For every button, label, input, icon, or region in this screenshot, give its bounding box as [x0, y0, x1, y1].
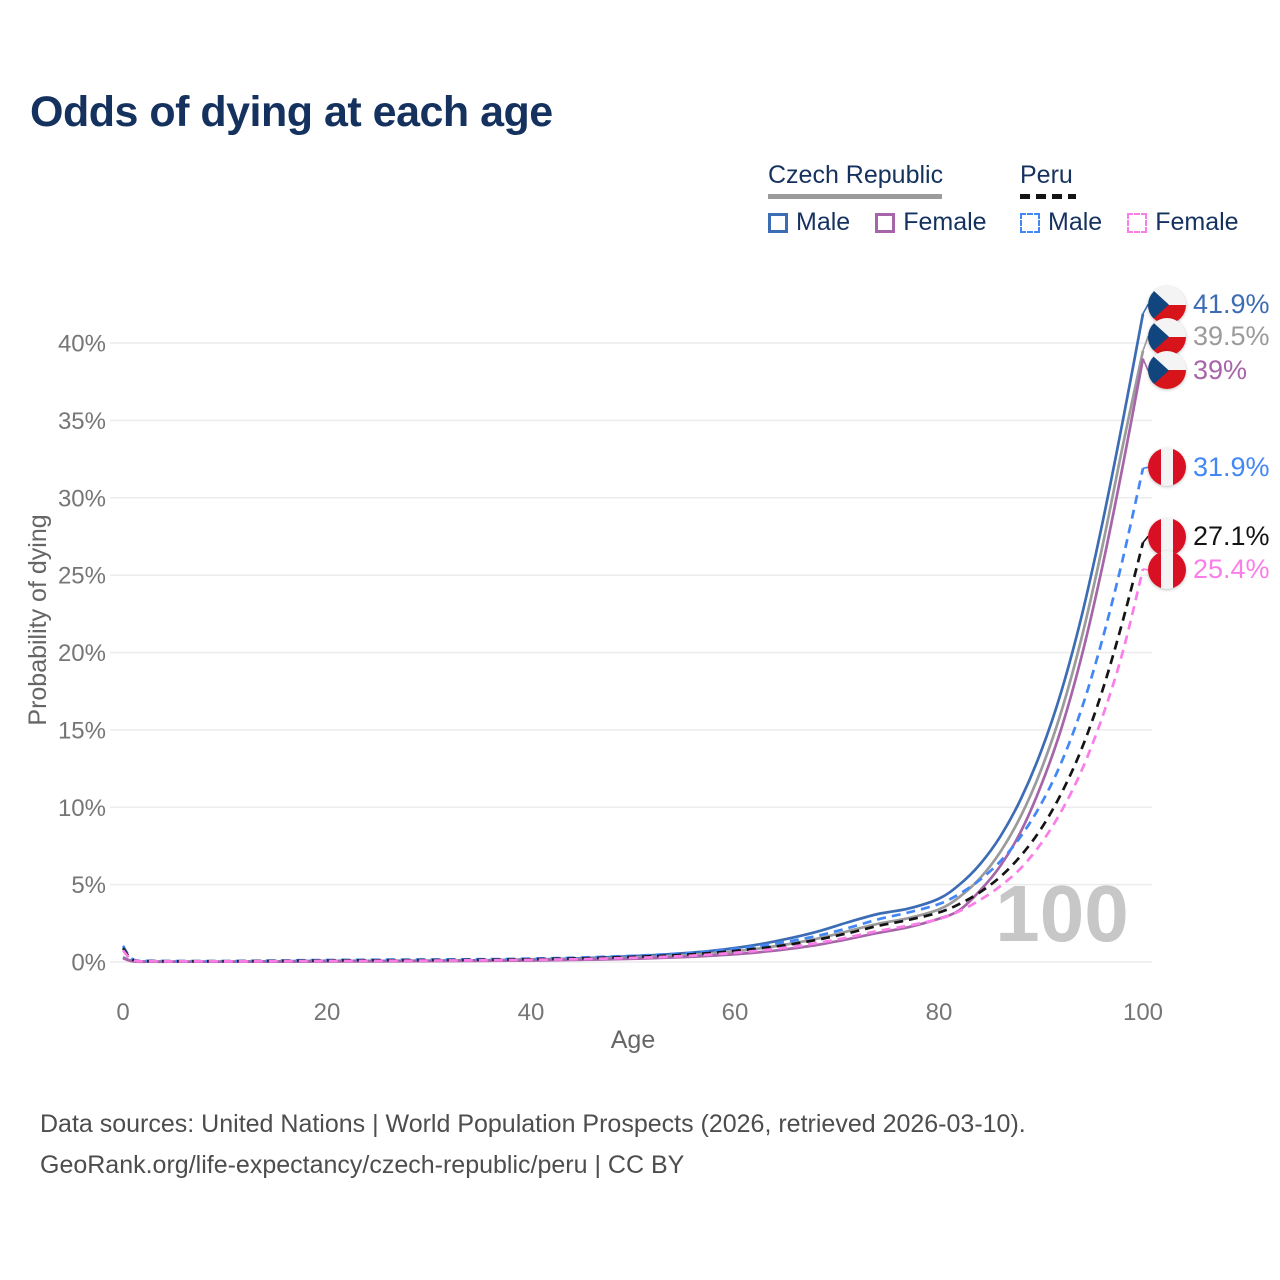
legend-item-label: Female [1155, 208, 1239, 236]
end-value-label: 27.1% [1193, 521, 1270, 552]
x-tick-label-40: 40 [518, 999, 545, 1026]
series-line-peru-male [121, 468, 1145, 963]
peru-flag-icon [1148, 448, 1186, 487]
legend-item-label: Female [903, 208, 987, 236]
y-tick-label-20: 20% [58, 640, 106, 667]
y-tick-label-35: 35% [58, 408, 106, 435]
legend-header-peru-label: Peru [1020, 161, 1073, 189]
legend-header-czech-republic[interactable]: Czech Republic [768, 161, 987, 199]
legend-group-czech-republic: Czech Republic Male Female [768, 161, 987, 237]
y-tick-label-10: 10% [58, 795, 106, 822]
x-tick-label-60: 60 [722, 999, 749, 1026]
y-tick-label-30: 30% [58, 485, 106, 512]
x-axis-title: Age [611, 1026, 655, 1054]
legend-item-czech-female[interactable]: Female [875, 208, 987, 237]
legend-header-peru[interactable]: Peru [1020, 161, 1239, 199]
y-tick-label-15: 15% [58, 717, 106, 744]
age-watermark: 100 [995, 869, 1128, 958]
legend-item-peru-male[interactable]: Male [1020, 208, 1102, 237]
series-line-peru-both [121, 542, 1145, 963]
series-line-peru-female [121, 568, 1145, 963]
legend-item-czech-male[interactable]: Male [768, 208, 850, 237]
end-value-label: 25.4% [1193, 554, 1270, 585]
y-axis-title: Probability of dying [24, 514, 52, 725]
y-tick-label-0: 0% [71, 950, 106, 977]
peru-flag-icon [1148, 517, 1186, 556]
end-label-peru-both: 27.1% [1148, 517, 1270, 556]
czech-female-line-swatch [875, 212, 896, 233]
end-label-czech-female: 39% [1148, 351, 1248, 390]
end-label-peru-female: 25.4% [1148, 550, 1270, 589]
page-title: Odds of dying at each age [30, 88, 553, 136]
end-label-peru-male: 31.9% [1148, 448, 1270, 487]
footer-data-sources: Data sources: United Nations | World Pop… [40, 1110, 1026, 1138]
peru-overall-line-swatch [1020, 194, 1076, 199]
footer-attribution-link[interactable]: GeoRank.org/life-expectancy/czech-republ… [40, 1151, 685, 1179]
legend-item-peru-female[interactable]: Female [1127, 208, 1239, 237]
peru-male-line-swatch [1020, 212, 1040, 233]
x-tick-label-0: 0 [116, 999, 129, 1026]
end-label-czech-both: 39.5% [1148, 317, 1270, 356]
end-value-label: 39% [1193, 354, 1248, 385]
legend-item-label: Male [796, 208, 851, 236]
legend-group-peru: Peru Male Female [1020, 161, 1239, 237]
x-tick-label-100: 100 [1123, 999, 1163, 1026]
legend-item-label: Male [1048, 208, 1103, 236]
czech-republic-flag-icon [1148, 317, 1186, 356]
y-tick-label-40: 40% [58, 331, 106, 358]
footer: Data sources: United Nations | World Pop… [40, 1104, 1026, 1186]
x-tick-label-20: 20 [314, 999, 341, 1026]
end-value-label: 39.5% [1193, 321, 1270, 352]
peru-female-line-swatch [1127, 212, 1148, 233]
x-tick-label-80: 80 [926, 999, 953, 1026]
czech-overall-line-swatch [768, 194, 942, 199]
czech-male-line-swatch [768, 212, 788, 233]
legend-header-czech-label: Czech Republic [768, 161, 944, 189]
end-value-label: 31.9% [1193, 451, 1270, 482]
peru-flag-icon [1148, 550, 1186, 589]
y-tick-label-5: 5% [71, 872, 106, 899]
end-value-label: 41.9% [1193, 289, 1270, 320]
y-tick-label-25: 25% [58, 563, 106, 590]
czech-republic-flag-icon [1148, 351, 1186, 390]
